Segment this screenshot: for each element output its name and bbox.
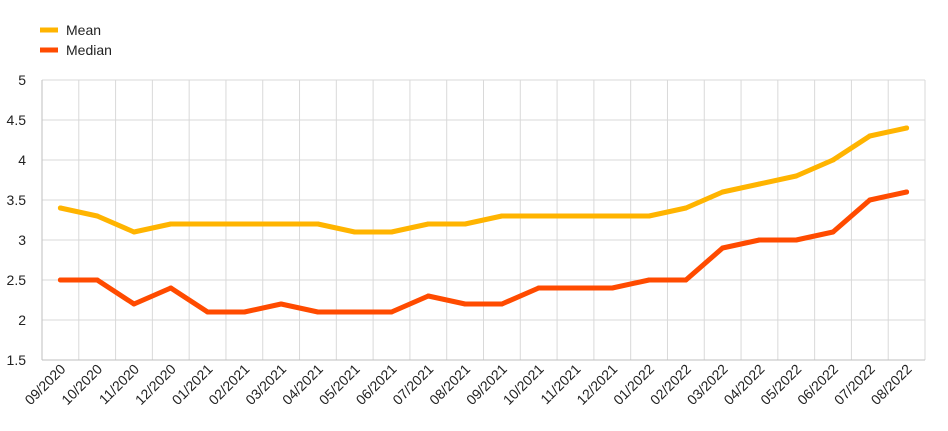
- y-tick-label: 3: [18, 232, 26, 248]
- data-point-median: [425, 293, 431, 299]
- y-tick-label: 4.5: [7, 112, 27, 128]
- legend: Mean Median: [40, 22, 112, 58]
- data-point-median: [646, 277, 652, 283]
- x-axis-ticks: 09/202010/202011/202012/202001/202102/20…: [21, 361, 914, 408]
- data-point-mean: [94, 213, 100, 219]
- data-point-mean: [278, 221, 284, 227]
- data-point-median: [168, 285, 174, 291]
- data-point-median: [462, 301, 468, 307]
- legend-item-median: Median: [40, 42, 112, 58]
- data-point-mean: [499, 213, 505, 219]
- data-point-median: [756, 237, 762, 243]
- x-tick-label: 08/2022: [868, 361, 915, 408]
- data-point-median: [609, 285, 615, 291]
- data-point-mean: [867, 133, 873, 139]
- data-point-median: [499, 301, 505, 307]
- data-point-median: [904, 189, 910, 195]
- y-tick-label: 4: [18, 152, 26, 168]
- data-point-median: [57, 277, 63, 283]
- legend-item-mean: Mean: [40, 22, 101, 38]
- data-point-median: [131, 301, 137, 307]
- data-point-mean: [168, 221, 174, 227]
- data-point-mean: [756, 181, 762, 187]
- data-point-mean: [793, 173, 799, 179]
- data-point-median: [572, 285, 578, 291]
- data-point-median: [720, 245, 726, 251]
- data-point-mean: [572, 213, 578, 219]
- y-tick-label: 2: [18, 312, 26, 328]
- y-tick-label: 5: [18, 72, 26, 88]
- data-point-mean: [646, 213, 652, 219]
- data-point-mean: [57, 205, 63, 211]
- data-point-mean: [241, 221, 247, 227]
- data-point-median: [536, 285, 542, 291]
- data-point-mean: [205, 221, 211, 227]
- series-line-median: [57, 189, 910, 315]
- data-point-median: [94, 277, 100, 283]
- y-tick-label: 2.5: [7, 272, 27, 288]
- data-point-median: [867, 197, 873, 203]
- x-tick-label: 10/2021: [500, 361, 547, 408]
- data-point-median: [315, 309, 321, 315]
- data-point-median: [241, 309, 247, 315]
- legend-label-median: Median: [66, 42, 112, 58]
- series-line-mean: [57, 125, 910, 235]
- data-point-mean: [389, 229, 395, 235]
- data-point-mean: [352, 229, 358, 235]
- data-point-median: [278, 301, 284, 307]
- data-point-mean: [536, 213, 542, 219]
- data-point-mean: [683, 205, 689, 211]
- data-point-mean: [425, 221, 431, 227]
- data-point-mean: [904, 125, 910, 131]
- data-point-mean: [315, 221, 321, 227]
- data-point-median: [683, 277, 689, 283]
- data-point-mean: [462, 221, 468, 227]
- data-point-mean: [131, 229, 137, 235]
- data-point-mean: [830, 157, 836, 163]
- data-point-median: [793, 237, 799, 243]
- data-point-median: [830, 229, 836, 235]
- x-tick-label: 10/2020: [58, 361, 105, 408]
- series-lines: [57, 125, 910, 315]
- data-point-mean: [609, 213, 615, 219]
- data-point-median: [389, 309, 395, 315]
- y-tick-label: 3.5: [7, 192, 27, 208]
- data-point-mean: [720, 189, 726, 195]
- axes: [41, 80, 925, 361]
- data-point-median: [352, 309, 358, 315]
- y-tick-label: 1.5: [7, 352, 27, 368]
- data-point-median: [205, 309, 211, 315]
- y-axis-ticks: 1.5 2 2.5 3 3.5 4 4.5 5: [7, 72, 27, 368]
- legend-label-mean: Mean: [66, 22, 101, 38]
